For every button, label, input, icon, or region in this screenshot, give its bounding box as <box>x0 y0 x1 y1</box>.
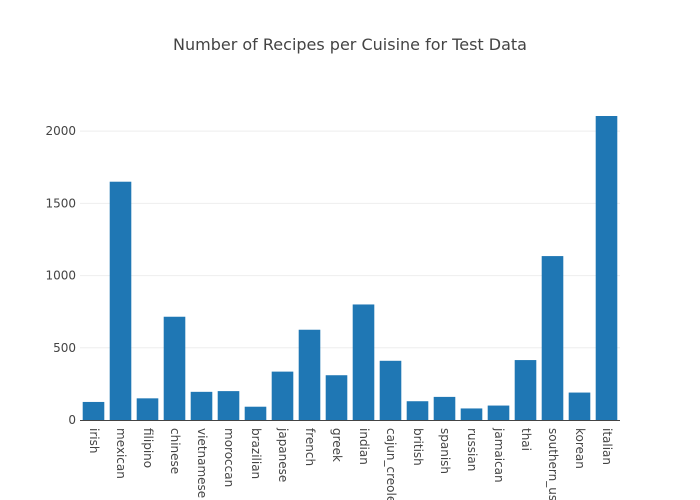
bar-chinese <box>163 316 186 420</box>
bar-jamaican <box>487 405 510 420</box>
y-tick-label: 1000 <box>45 269 76 283</box>
chart-title: Number of Recipes per Cuisine for Test D… <box>173 35 527 54</box>
bar-italian <box>595 116 618 420</box>
y-tick-label: 1500 <box>45 196 76 210</box>
x-tick-label: irish <box>87 428 101 453</box>
bars <box>82 116 618 420</box>
y-axis-ticks: 0 500 1000 1500 2000 <box>45 124 76 427</box>
x-axis-ticks: irish mexican filipino chinese vietnamese mor… <box>87 427 614 500</box>
x-tick-label: jamaican <box>492 427 506 483</box>
bar-russian <box>460 408 483 420</box>
bar-filipino <box>136 398 159 420</box>
bar-french <box>298 329 321 420</box>
bar-southern_us <box>541 256 564 420</box>
x-tick-label: mexican <box>114 428 128 479</box>
bar-brazilian <box>244 406 267 420</box>
y-tick-label: 500 <box>53 341 76 355</box>
y-tick-label: 2000 <box>45 124 76 138</box>
bar-moroccan <box>217 391 240 420</box>
y-tick-label: 0 <box>68 413 76 427</box>
x-tick-label: southern_us <box>546 428 560 500</box>
x-tick-label: french <box>303 428 317 466</box>
x-tick-label: greek <box>330 428 344 462</box>
x-tick-label: moroccan <box>222 428 236 487</box>
x-tick-label: korean <box>573 428 587 469</box>
bar-japanese <box>271 371 294 420</box>
gridlines <box>80 130 620 349</box>
bar-spanish <box>433 396 456 420</box>
x-tick-label: filipino <box>141 428 155 468</box>
x-tick-label: british <box>411 428 425 466</box>
bar-vietnamese <box>190 391 213 420</box>
bar-thai <box>514 360 537 420</box>
x-tick-label: vietnamese <box>195 428 209 498</box>
bar-british <box>406 401 429 420</box>
x-tick-label: thai <box>519 428 533 451</box>
x-tick-label: indian <box>357 428 371 465</box>
x-tick-label: chinese <box>168 428 182 474</box>
bar-korean <box>568 392 591 420</box>
x-tick-label: italian <box>600 428 614 465</box>
x-tick-label: brazilian <box>249 428 263 479</box>
bar-greek <box>325 375 348 420</box>
bar-mexican <box>109 181 132 420</box>
x-tick-label: spanish <box>438 428 452 474</box>
bar-indian <box>352 304 375 420</box>
bar-irish <box>82 401 105 420</box>
x-tick-label: russian <box>465 428 479 471</box>
x-tick-label: cajun_creole <box>384 428 398 500</box>
x-tick-label: japanese <box>276 427 290 482</box>
bar-cajun_creole <box>379 360 402 420</box>
